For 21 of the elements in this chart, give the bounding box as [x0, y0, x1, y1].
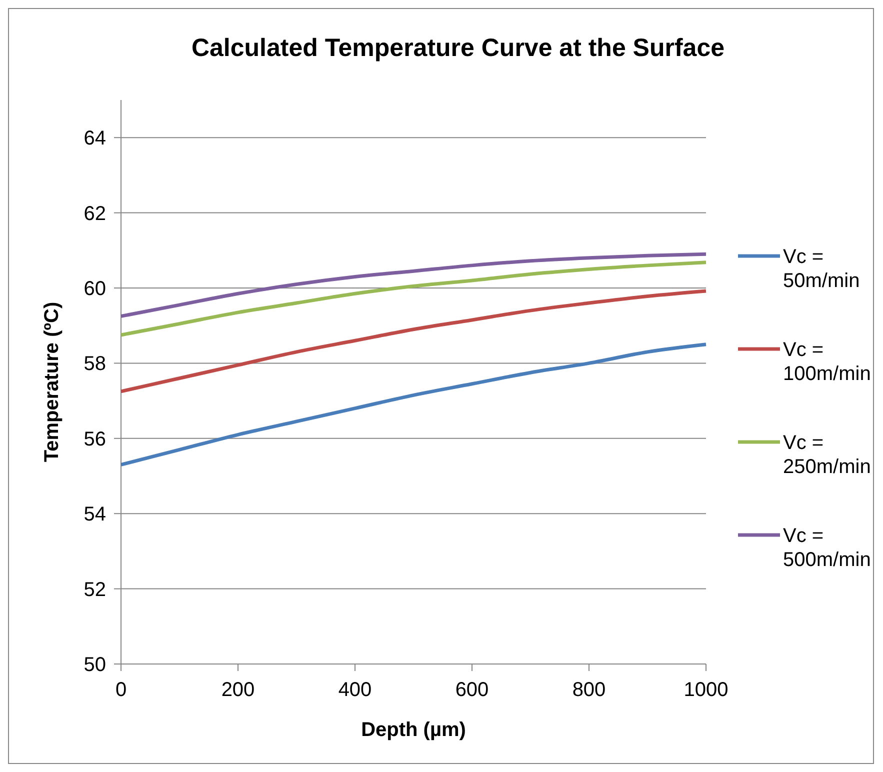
- y-tick-label: 50: [84, 654, 106, 676]
- y-axis-title: Temperature (ºC): [41, 302, 63, 462]
- x-tick-label: 600: [455, 679, 489, 701]
- legend-label: Vc = 50m/min: [783, 246, 860, 292]
- legend-label: Vc = 500m/min: [783, 525, 871, 571]
- x-tick-label: 0: [115, 679, 127, 701]
- chart-title: Calculated Temperature Curve at the Surface: [191, 34, 725, 62]
- y-tick-label: 62: [84, 202, 106, 225]
- y-tick-label: 56: [84, 428, 106, 450]
- x-tick-label: 1000: [684, 679, 728, 701]
- y-tick-label: 60: [84, 278, 106, 300]
- y-tick-label: 54: [84, 504, 106, 526]
- legend-label: Vc = 100m/min: [783, 339, 871, 385]
- y-tick-label: 58: [84, 353, 106, 376]
- x-tick-label: 800: [572, 679, 606, 701]
- legend-label: Vc = 250m/min: [783, 432, 871, 478]
- y-tick-label: 52: [84, 578, 106, 601]
- x-axis-title: Depth (µm): [361, 719, 466, 741]
- y-tick-label: 64: [84, 128, 106, 150]
- x-tick-label: 400: [338, 679, 372, 701]
- x-tick-label: 200: [221, 679, 255, 701]
